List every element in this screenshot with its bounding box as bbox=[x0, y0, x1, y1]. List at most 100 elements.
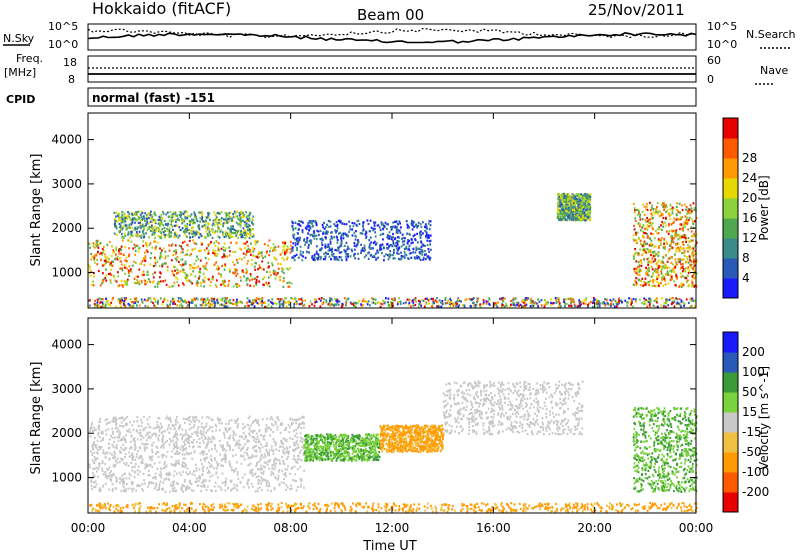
data-cell bbox=[114, 463, 117, 466]
noise-axis-bottom: 10^0 bbox=[48, 38, 78, 51]
data-cell bbox=[543, 305, 546, 308]
data-cell bbox=[502, 300, 505, 303]
data-cell bbox=[326, 232, 329, 235]
data-cell bbox=[581, 300, 583, 303]
data-cell bbox=[666, 209, 669, 212]
data-cell bbox=[159, 252, 162, 256]
data-cell bbox=[260, 464, 262, 467]
data-cell bbox=[651, 221, 654, 225]
data-cell bbox=[445, 302, 448, 305]
data-cell bbox=[133, 476, 136, 479]
data-cell bbox=[449, 297, 451, 300]
data-cell bbox=[318, 297, 321, 300]
data-cell bbox=[127, 464, 130, 467]
data-cell bbox=[155, 482, 158, 485]
data-cell bbox=[258, 280, 261, 283]
data-cell bbox=[163, 233, 166, 236]
data-cell bbox=[599, 302, 601, 305]
data-cell bbox=[252, 299, 254, 302]
data-cell bbox=[147, 299, 149, 302]
data-cell bbox=[514, 297, 517, 300]
data-cell bbox=[653, 279, 656, 282]
data-cell bbox=[293, 305, 295, 308]
data-cell bbox=[206, 297, 209, 300]
data-cell bbox=[637, 208, 640, 211]
data-cell bbox=[373, 227, 375, 230]
data-cell bbox=[338, 300, 341, 303]
data-cell bbox=[569, 197, 572, 200]
data-cell bbox=[425, 236, 428, 239]
data-cell bbox=[386, 254, 389, 257]
data-cell bbox=[245, 279, 248, 282]
data-cell bbox=[267, 482, 270, 485]
data-cell bbox=[677, 233, 679, 237]
data-cell bbox=[666, 299, 669, 302]
data-cell bbox=[418, 251, 421, 254]
data-cell bbox=[189, 221, 191, 224]
data-cell bbox=[464, 298, 467, 302]
data-cell bbox=[204, 301, 206, 304]
data-cell bbox=[644, 272, 647, 275]
data-cell bbox=[171, 480, 174, 483]
data-cell bbox=[268, 265, 270, 268]
data-cell bbox=[183, 300, 185, 303]
data-cell bbox=[449, 305, 451, 308]
data-cell bbox=[276, 297, 279, 300]
data-cell bbox=[682, 224, 685, 227]
data-cell bbox=[109, 279, 112, 282]
data-cell bbox=[640, 243, 643, 246]
data-cell bbox=[325, 299, 328, 302]
data-cell bbox=[164, 279, 167, 282]
data-cell bbox=[246, 262, 249, 265]
data-cell bbox=[566, 210, 569, 213]
data-cell bbox=[270, 473, 272, 476]
data-cell bbox=[656, 275, 658, 278]
data-cell bbox=[303, 239, 305, 242]
data-cell bbox=[311, 303, 313, 306]
data-cell bbox=[683, 304, 685, 307]
data-cell bbox=[114, 452, 117, 455]
data-cell bbox=[313, 255, 316, 258]
data-cell bbox=[340, 240, 343, 243]
data-cell bbox=[502, 296, 505, 300]
data-cell bbox=[114, 279, 117, 282]
data-cell bbox=[284, 475, 287, 478]
data-cell bbox=[337, 249, 340, 252]
data-cell bbox=[214, 230, 217, 233]
data-cell bbox=[566, 199, 569, 202]
data-cell bbox=[198, 475, 201, 478]
data-cell bbox=[111, 264, 114, 267]
data-cell bbox=[207, 232, 210, 235]
data-cell bbox=[656, 232, 659, 235]
data-cell bbox=[587, 194, 589, 197]
data-cell bbox=[227, 234, 230, 237]
data-cell bbox=[135, 298, 138, 301]
data-cell bbox=[203, 457, 205, 460]
data-cell bbox=[456, 299, 459, 302]
data-cell bbox=[420, 230, 422, 233]
data-cell bbox=[201, 481, 203, 484]
data-cell bbox=[245, 219, 248, 223]
data-cell bbox=[411, 228, 414, 231]
data-cell bbox=[573, 206, 576, 209]
data-cell bbox=[568, 202, 571, 205]
data-cell bbox=[141, 273, 144, 277]
data-cell bbox=[235, 274, 238, 277]
data-cell bbox=[255, 297, 258, 300]
data-cell bbox=[184, 299, 186, 302]
data-cell bbox=[417, 255, 420, 258]
data-cell bbox=[123, 218, 125, 221]
data-cell bbox=[160, 231, 163, 235]
data-cell bbox=[222, 283, 225, 286]
data-cell bbox=[171, 213, 174, 216]
data-cell bbox=[595, 303, 598, 306]
data-cell bbox=[356, 219, 359, 223]
data-cell bbox=[246, 454, 249, 457]
data-cell bbox=[682, 270, 684, 273]
data-cell bbox=[363, 246, 366, 249]
data-cell bbox=[652, 281, 654, 284]
data-cell bbox=[247, 225, 250, 229]
data-cell bbox=[657, 305, 659, 308]
data-cell bbox=[315, 250, 318, 253]
data-cell bbox=[166, 211, 169, 214]
